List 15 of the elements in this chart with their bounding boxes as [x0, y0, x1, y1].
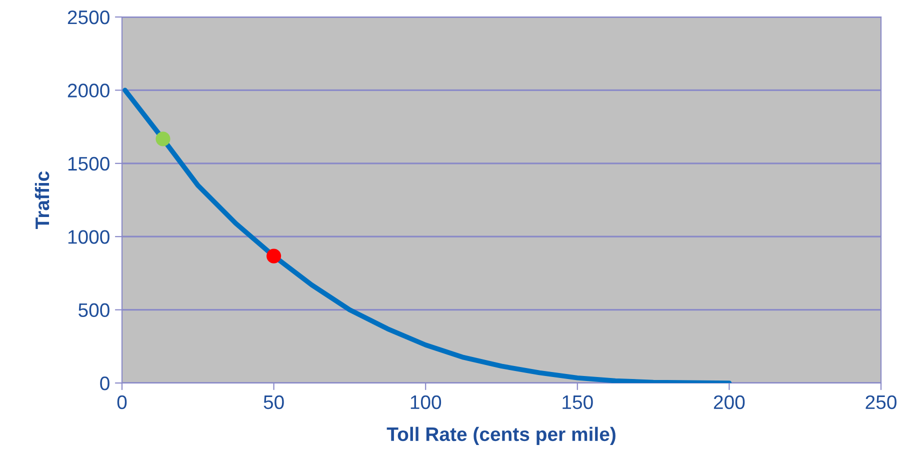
y-tick-label: 2000 [68, 84, 110, 98]
x-tick-label: 200 [714, 395, 745, 410]
y-tick-label: 0 [100, 376, 110, 390]
x-tick-label: 250 [866, 395, 896, 410]
x-tick-label: 150 [562, 395, 593, 410]
x-tick-label: 100 [410, 395, 442, 410]
y-tick-label: 500 [78, 303, 110, 318]
x-tick-label: 50 [264, 395, 284, 410]
y-tick-label: 1000 [68, 230, 110, 244]
line-series [122, 88, 732, 383]
y-axis-title: Traffic [34, 171, 50, 229]
y-tick-label: 2500 [68, 10, 110, 24]
y-tick-label: 1500 [68, 156, 110, 171]
x-axis-title: Toll Rate (cents per mile) [386, 426, 616, 445]
x-tick-label: 0 [117, 395, 127, 410]
